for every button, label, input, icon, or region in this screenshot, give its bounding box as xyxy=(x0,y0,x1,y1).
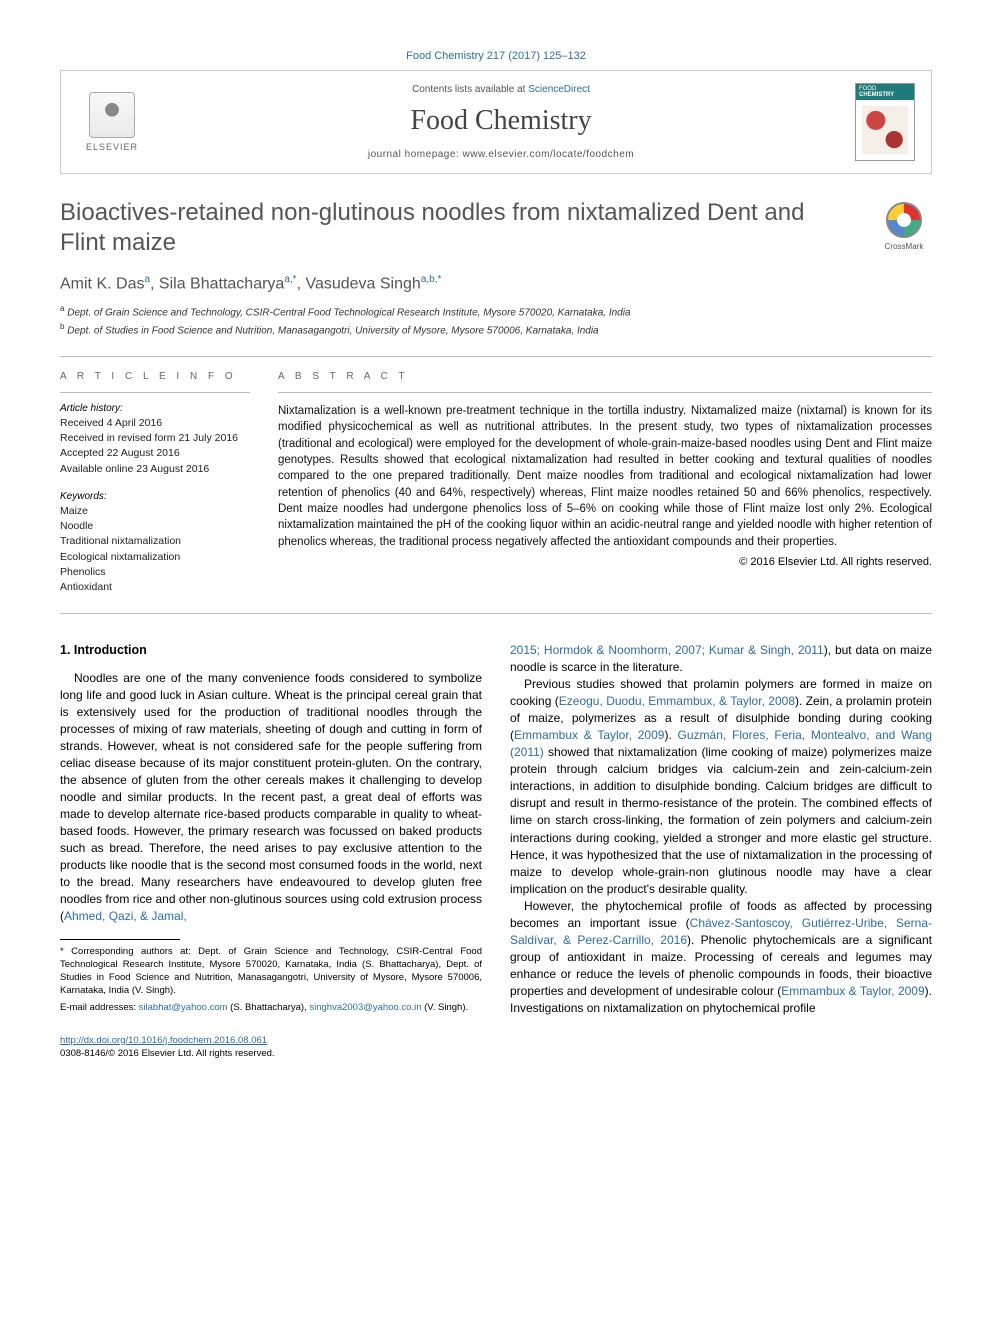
author-list: Amit K. Dasa, Sila Bhattacharyaa,*, Vasu… xyxy=(60,274,932,293)
citation-ezeogu[interactable]: Ezeogu, Duodu, Emmambux, & Taylor, 2008 xyxy=(559,694,795,708)
crossmark-icon xyxy=(886,202,922,238)
homepage-prefix: journal homepage: xyxy=(368,149,463,160)
history-line: Accepted 22 August 2016 xyxy=(60,446,250,461)
para-2c: ). xyxy=(664,728,677,742)
divider-bottom xyxy=(60,613,932,614)
cover-word-chemistry: CHEMISTRY xyxy=(859,92,894,98)
email-bhattacharya[interactable]: silabhat@yahoo.com xyxy=(139,1002,228,1013)
abstract-text: Nixtamalization is a well-known pre-trea… xyxy=(278,403,932,550)
para-2d: showed that nixtamalization (lime cookin… xyxy=(510,745,932,895)
citation-hormdok-kumar[interactable]: 2015; Hormdok & Noomhorm, 2007; Kumar & … xyxy=(510,643,824,657)
sciencedirect-link[interactable]: ScienceDirect xyxy=(528,84,590,95)
history-line: Received 4 April 2016 xyxy=(60,416,250,431)
email-singh[interactable]: singhva2003@yahoo.co.in xyxy=(309,1002,421,1013)
email-label: E-mail addresses: xyxy=(60,1002,139,1013)
keyword-item: Antioxidant xyxy=(60,580,250,595)
page-footer: http://dx.doi.org/10.1016/j.foodchem.201… xyxy=(60,1035,932,1061)
abstract-rule xyxy=(278,392,932,393)
article-body: 1. Introduction Noodles are one of the m… xyxy=(60,642,932,1017)
email1-tail: (S. Bhattacharya), xyxy=(228,1002,310,1013)
crossmark-label: CrossMark xyxy=(876,242,932,251)
citation-emmambux-1[interactable]: Emmambux & Taylor, 2009 xyxy=(514,728,664,742)
info-rule xyxy=(60,392,250,393)
journal-cover-thumb: FOOD CHEMISTRY xyxy=(855,83,915,161)
keywords-label: Keywords: xyxy=(60,491,250,502)
keyword-item: Ecological nixtamalization xyxy=(60,550,250,565)
keyword-item: Phenolics xyxy=(60,565,250,580)
article-history: Received 4 April 2016Received in revised… xyxy=(60,416,250,477)
issn-copyright: 0308-8146/© 2016 Elsevier Ltd. All right… xyxy=(60,1048,932,1061)
footnote-rule xyxy=(60,939,180,940)
article-title: Bioactives-retained non-glutinous noodle… xyxy=(60,198,840,258)
homepage-line: journal homepage: www.elsevier.com/locat… xyxy=(147,149,855,160)
cover-image-icon xyxy=(862,106,908,154)
author-name: Vasudeva Singh xyxy=(305,275,420,292)
section-1-heading: 1. Introduction xyxy=(60,642,482,660)
corresponding-footnote: * Corresponding authors at: Dept. of Gra… xyxy=(60,946,482,997)
abstract-copyright: © 2016 Elsevier Ltd. All rights reserved… xyxy=(278,556,932,568)
author-sup: a xyxy=(144,274,150,285)
citation-line: Food Chemistry 217 (2017) 125–132 xyxy=(60,50,932,62)
keyword-item: Maize xyxy=(60,504,250,519)
crossmark-badge[interactable]: CrossMark xyxy=(876,202,932,251)
elsevier-logo: ELSEVIER xyxy=(77,83,147,161)
citation-emmambux-2[interactable]: Emmambux & Taylor, 2009 xyxy=(781,984,924,998)
doi-link[interactable]: http://dx.doi.org/10.1016/j.foodchem.201… xyxy=(60,1035,267,1046)
keyword-item: Traditional nixtamalization xyxy=(60,534,250,549)
abstract-label: A B S T R A C T xyxy=(278,371,932,382)
elsevier-label: ELSEVIER xyxy=(86,142,138,152)
contents-line: Contents lists available at ScienceDirec… xyxy=(147,84,855,95)
elsevier-tree-icon xyxy=(89,92,135,138)
author-sup: a,b,* xyxy=(421,274,442,285)
author-name: Sila Bhattacharya xyxy=(159,275,284,292)
history-line: Received in revised form 21 July 2016 xyxy=(60,431,250,446)
author-sup: a,* xyxy=(284,274,296,285)
author-name: Amit K. Das xyxy=(60,275,144,292)
journal-name: Food Chemistry xyxy=(147,105,855,137)
article-info-label: A R T I C L E I N F O xyxy=(60,371,250,382)
email2-tail: (V. Singh). xyxy=(422,1002,469,1013)
keyword-item: Noodle xyxy=(60,519,250,534)
contents-prefix: Contents lists available at xyxy=(412,84,528,95)
keywords-list: MaizeNoodleTraditional nixtamalizationEc… xyxy=(60,504,250,595)
history-line: Available online 23 August 2016 xyxy=(60,462,250,477)
journal-header: ELSEVIER Contents lists available at Sci… xyxy=(60,70,932,174)
para-1a: Noodles are one of the many convenience … xyxy=(60,671,482,923)
history-label: Article history: xyxy=(60,403,250,414)
divider-top xyxy=(60,356,932,357)
homepage-url[interactable]: www.elsevier.com/locate/foodchem xyxy=(463,149,635,160)
affiliation-list: a Dept. of Grain Science and Technology,… xyxy=(60,303,932,338)
citation-ahmed[interactable]: Ahmed, Qazi, & Jamal, xyxy=(64,909,187,923)
footnotes: * Corresponding authors at: Dept. of Gra… xyxy=(60,946,482,1014)
